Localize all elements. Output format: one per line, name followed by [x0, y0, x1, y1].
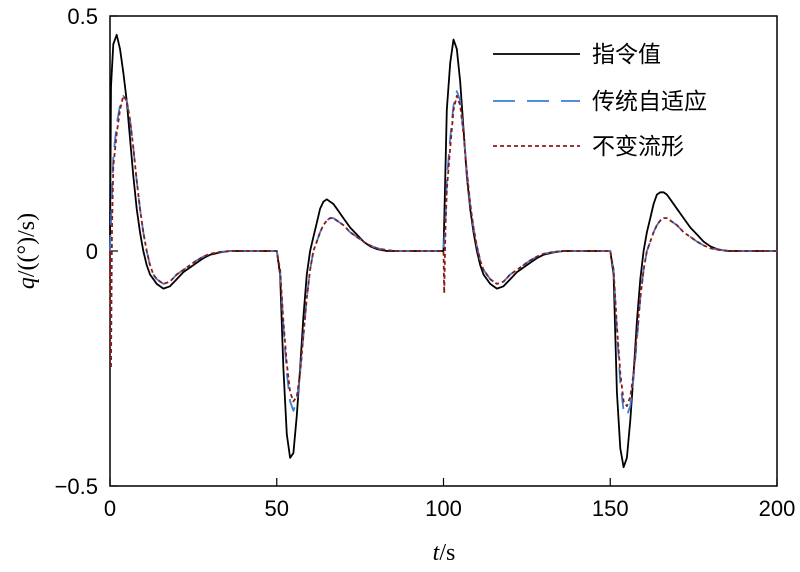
x-axis-label: t/s — [433, 540, 456, 566]
series-layer — [109, 33, 777, 469]
x-tick-label: 50 — [265, 496, 289, 521]
legend-label-invariant-manifold: 不变流形 — [592, 134, 684, 160]
y-tick-label: 0.5 — [67, 4, 98, 29]
x-tick-label: 200 — [759, 496, 796, 521]
axis-ticks: 0 50 100 150 200−0.500.5 — [55, 4, 796, 521]
series-line-0 — [109, 33, 777, 469]
series-line-2 — [109, 95, 777, 407]
legend-label-command: 指令值 — [592, 42, 661, 68]
y-tick-label: 0 — [86, 239, 98, 264]
y-axis-label: q/((°)/s) — [14, 213, 40, 289]
y-tick-label: −0.5 — [55, 474, 98, 499]
x-tick-label: 100 — [425, 496, 462, 521]
x-tick-label: 150 — [592, 496, 629, 521]
legend: 指令值 传统自适应 不变流形 — [493, 42, 707, 160]
legend-label-traditional-adaptive: 传统自适应 — [592, 89, 707, 115]
x-tick-label: 0 — [104, 496, 116, 521]
